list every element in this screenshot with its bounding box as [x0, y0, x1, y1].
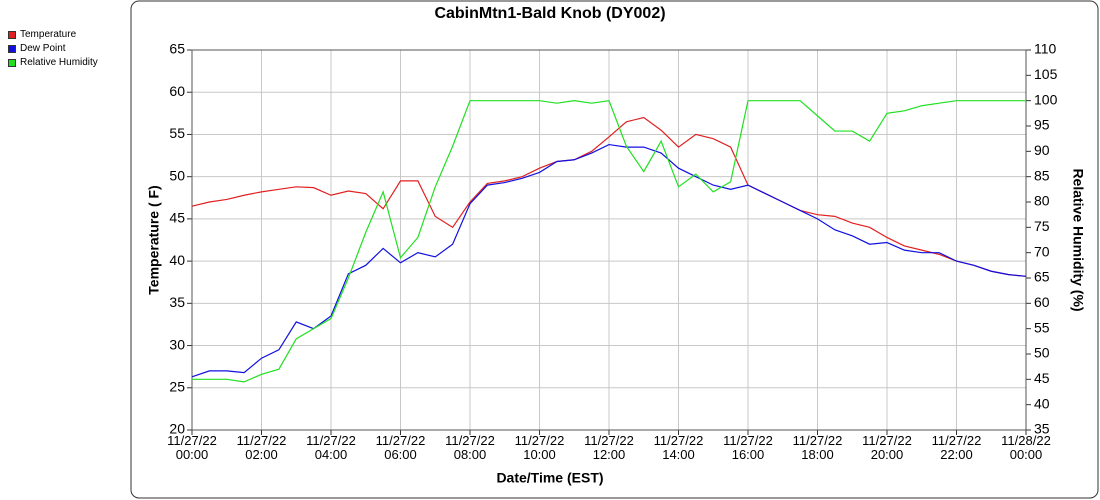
legend-item: Relative Humidity [8, 56, 98, 70]
y-tick-label: 20 [169, 421, 185, 437]
y-tick-label: 60 [169, 83, 185, 99]
y2-tick-label: 95 [1034, 117, 1050, 133]
x-tick-label: 11/27/22 04:00 [306, 433, 356, 462]
y-tick-label: 25 [169, 378, 185, 394]
legend-label: Temperature [20, 29, 77, 40]
y2-tick-label: 45 [1034, 370, 1050, 386]
chart-title: CabinMtn1-Bald Knob (DY002) [434, 5, 665, 22]
x-axis-title: Date/Time (EST) [496, 470, 603, 486]
x-tick-label: 11/27/22 22:00 [931, 433, 982, 462]
y-tick-label: 55 [169, 125, 185, 141]
legend-label: Dew Point [20, 43, 66, 54]
chart-frame [130, 0, 1099, 499]
y2-axis-title: Relative Humidity (%) [1070, 168, 1086, 311]
x-tick-label: 11/27/22 10:00 [514, 433, 565, 462]
x-tick-label: 11/27/22 12:00 [584, 433, 634, 462]
x-tick-label: 11/28/22 00:00 [1001, 433, 1051, 462]
legend-swatch [8, 45, 16, 53]
series-line [191, 143, 1027, 378]
x-tick-label: 11/27/22 08:00 [445, 433, 495, 462]
legend-item: Dew Point [8, 42, 98, 56]
series-line [192, 100, 1026, 383]
y-axis-title: Temperature ( F) [146, 185, 162, 294]
legend-swatch [8, 31, 16, 39]
y-tick-label: 40 [169, 252, 185, 268]
y2-tick-label: 65 [1034, 269, 1050, 285]
y2-tick-label: 110 [1034, 41, 1057, 57]
y2-tick-label: 60 [1034, 294, 1050, 310]
legend-swatch [8, 59, 16, 67]
y2-tick-label: 70 [1034, 243, 1050, 259]
x-tick-label: 11/27/22 20:00 [862, 433, 912, 462]
y-tick-label: 30 [169, 336, 185, 352]
x-tick-label: 11/27/22 16:00 [723, 433, 773, 462]
legend-item: Temperature [8, 28, 98, 42]
y2-tick-label: 90 [1034, 142, 1050, 158]
y-tick-label: 50 [169, 167, 185, 183]
y2-tick-label: 105 [1034, 66, 1058, 82]
legend: Temperature Dew Point Relative Humidity [8, 28, 98, 70]
x-tick-label: 11/27/22 06:00 [375, 433, 426, 462]
y-tick-label: 35 [169, 294, 185, 310]
y2-tick-label: 55 [1034, 319, 1050, 335]
y2-tick-label: 80 [1034, 193, 1050, 209]
legend-label: Relative Humidity [20, 57, 98, 68]
x-tick-label: 11/27/22 18:00 [792, 433, 843, 462]
y2-tick-label: 85 [1034, 167, 1050, 183]
y2-tick-label: 35 [1034, 421, 1050, 437]
x-tick-label: 11/27/22 02:00 [236, 433, 287, 462]
x-tick-label: 11/27/22 14:00 [653, 433, 704, 462]
x-tick-label: 11/27/22 00:00 [167, 433, 217, 462]
y-tick-label: 65 [169, 41, 185, 57]
y2-tick-label: 75 [1034, 218, 1050, 234]
y2-tick-label: 100 [1034, 91, 1058, 107]
y2-tick-label: 40 [1034, 395, 1050, 411]
y-tick-label: 45 [169, 210, 185, 226]
y2-tick-label: 50 [1034, 345, 1050, 361]
series-line [191, 116, 1027, 277]
plot-frame [191, 49, 1027, 431]
